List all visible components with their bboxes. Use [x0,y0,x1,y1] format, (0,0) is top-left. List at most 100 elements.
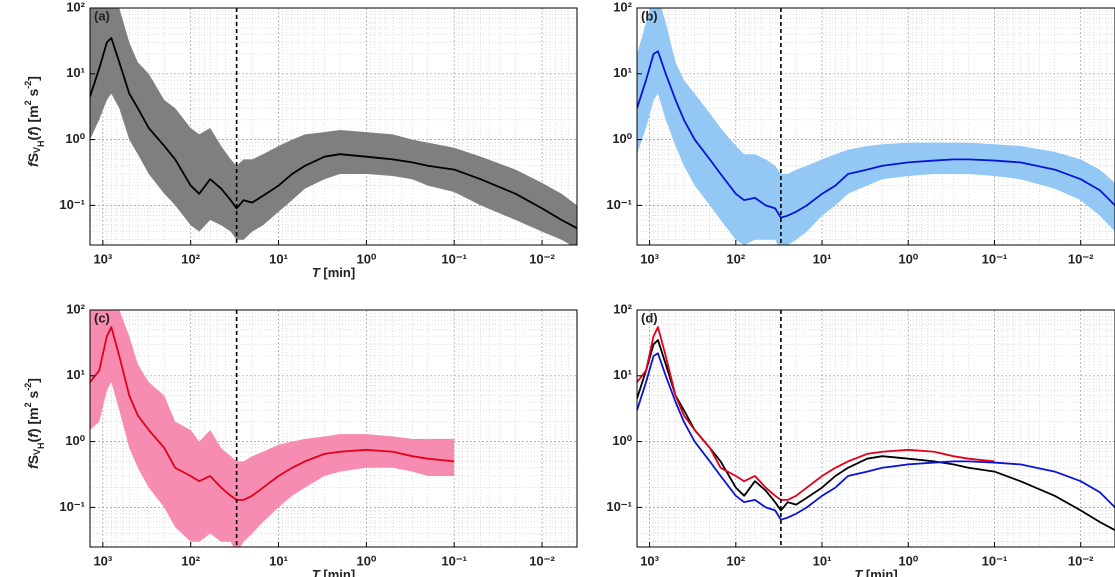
x-tick-label: 10³ [640,251,659,266]
y-axis-label-part: f [25,130,41,136]
line [637,50,1115,219]
y-axis-label-part: H [36,140,46,147]
y-tick-label: 10² [66,301,85,316]
x-axis-label-part: [min] [862,567,897,577]
plot-content [637,8,1115,245]
x-tick-label: 10⁰ [357,553,377,568]
y-tick-label: 10² [613,0,632,14]
x-axis-label-part: [min] [320,567,355,577]
panel-label: (a) [94,8,110,23]
x-tick-label: 10² [181,553,200,568]
y-axis-label-part: V [32,449,42,455]
y-axis-label-part: 2 [23,402,33,407]
y-axis-label-part: H [36,442,46,449]
x-tick-label: 10⁻² [1068,251,1094,266]
x-tick-label: 10⁰ [898,251,918,266]
y-axis-label-part: ( [25,135,41,140]
panel-label: (c) [94,310,110,325]
band [90,8,577,245]
band [90,310,455,547]
x-tick-label: 10¹ [269,251,288,266]
plot-area [637,310,1115,547]
y-axis-label-part: ) [m [25,105,41,131]
y-axis-label-part: V [32,147,42,153]
y-tick-label: 10² [613,301,632,316]
x-tick-label: 10⁻¹ [982,553,1008,568]
y-tick-label: 10⁰ [612,131,632,146]
x-tick-label: 10³ [640,553,659,568]
y-tick-label: 10⁰ [65,131,85,146]
y-tick-label: 10² [66,0,85,14]
y-axis-label-part: f [25,463,41,469]
y-tick-label: 10¹ [66,367,85,382]
plot-content [90,310,577,547]
x-tick-label: 10⁰ [357,251,377,266]
y-tick-label: 10⁻¹ [59,197,85,212]
x-tick-label: 10¹ [269,553,288,568]
x-tick-label: 10⁰ [898,553,918,568]
panel: 10³ 10² 10¹ 10⁰ 10⁻¹ 10⁻² 10² 10¹ 10⁰ 10⁻¹ (c) T [m… [23,301,578,577]
x-tick-label: 10¹ [813,553,832,568]
y-axis-label-part: f [25,432,41,438]
line [637,326,995,501]
y-axis-label-part: -2 [23,383,33,391]
y-axis-label-part: S [25,153,41,162]
y-axis-label-part: -2 [23,81,33,89]
x-tick-label: 10⁻² [1068,553,1094,568]
y-axis-label-part: f [25,161,41,167]
y-tick-label: 10⁰ [65,433,85,448]
x-axis-label: T [min] [312,567,355,577]
line [637,352,1115,521]
y-tick-label: 10⁰ [612,433,632,448]
y-axis-label-part: ] [25,76,41,81]
y-tick-label: 10⁻¹ [606,499,632,514]
x-axis-label-part: T [312,567,321,577]
x-tick-label: 10² [181,251,200,266]
y-tick-label: 10¹ [613,65,632,80]
x-tick-label: 10² [726,251,745,266]
y-axis-label-part: S [25,455,41,464]
x-tick-label: 10³ [93,553,112,568]
x-tick-label: 10⁻² [529,251,555,266]
x-axis-label: T [min] [312,265,355,280]
plot-content [90,8,577,245]
plot-frame [636,309,1115,548]
plot-content [637,310,1115,547]
y-tick-label: 10⁻¹ [606,197,632,212]
y-tick-label: 10⁻¹ [59,499,85,514]
line [90,37,577,229]
y-axis-label-part: 2 [23,100,33,105]
y-axis-label: fSVH(f) [m2 s-2] [23,76,46,167]
y-axis-label: fSVH(f) [m2 s-2] [23,378,46,469]
x-tick-label: 10⁻¹ [441,251,467,266]
y-axis-label-part: ) [m [25,407,41,433]
x-axis-label-part: [min] [320,265,355,280]
y-axis-label-part: ( [25,437,41,442]
x-axis-label: T [min] [854,567,897,577]
panel: 10³ 10² 10¹ 10⁰ 10⁻¹ 10⁻² 10² 10¹ 10⁰ 10⁻¹ (b) [606,0,1115,266]
x-tick-label: 10³ [93,251,112,266]
x-tick-label: 10⁻¹ [441,553,467,568]
x-tick-label: 10² [726,553,745,568]
y-tick-label: 10¹ [613,367,632,382]
line [90,326,455,501]
y-axis-label-part: s [25,89,41,101]
y-tick-label: 10¹ [66,65,85,80]
plot-frame [89,7,578,246]
x-axis-label-part: T [854,567,863,577]
plot-frame [636,7,1115,246]
panel-label: (b) [641,8,658,23]
x-tick-label: 10⁻² [529,553,555,568]
x-axis-label-part: T [312,265,321,280]
band [637,8,1115,245]
panel-label: (d) [641,310,658,325]
panel: 10³ 10² 10¹ 10⁰ 10⁻¹ 10⁻² 10² 10¹ 10⁰ 10⁻¹ (a) T [m… [23,0,578,280]
line [637,339,1115,531]
x-tick-label: 10⁻¹ [982,251,1008,266]
x-tick-label: 10¹ [813,251,832,266]
y-axis-label-part: ] [25,378,41,383]
y-axis-label-part: s [25,391,41,403]
plot-frame [89,309,578,548]
panel: 10³ 10² 10¹ 10⁰ 10⁻¹ 10⁻² 10² 10¹ 10⁰ 10⁻¹ (d) T [m… [606,301,1115,577]
